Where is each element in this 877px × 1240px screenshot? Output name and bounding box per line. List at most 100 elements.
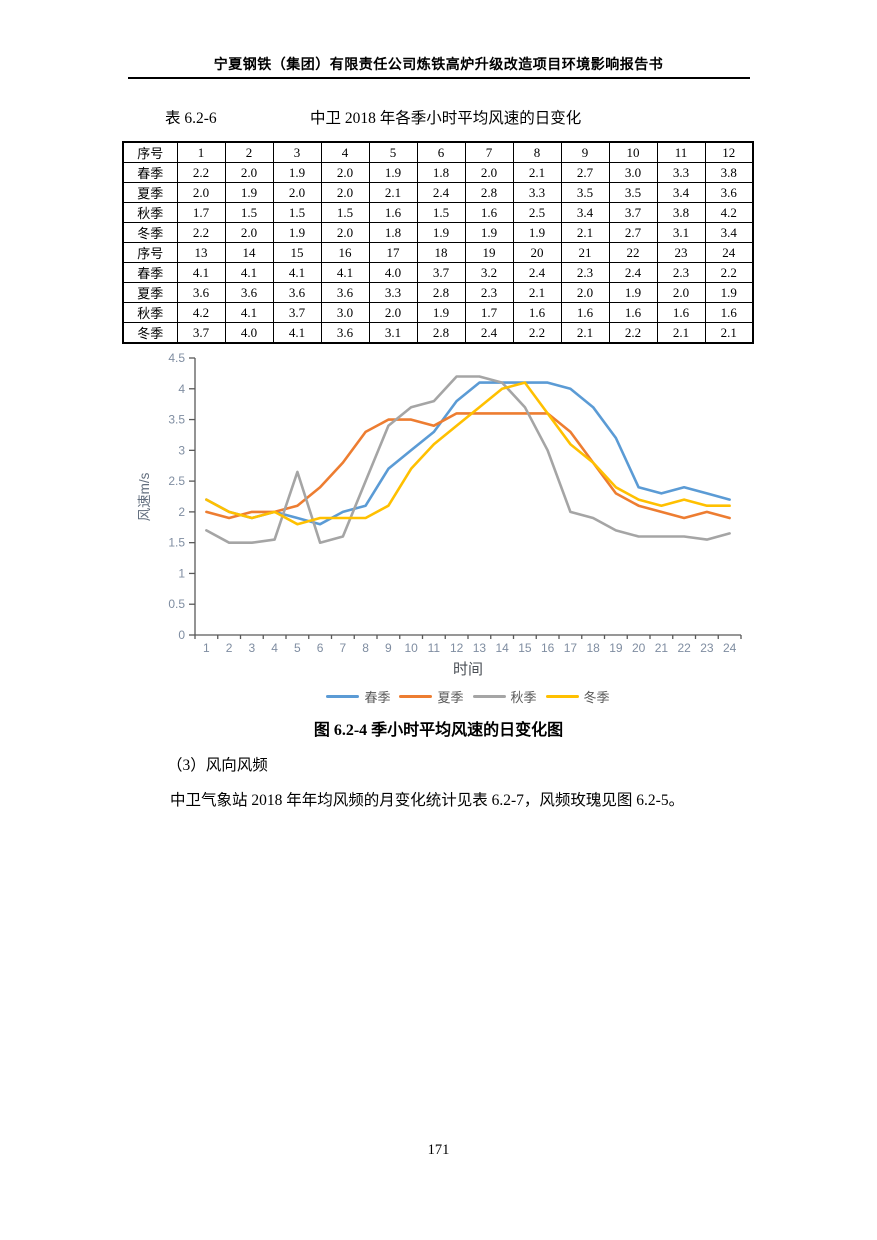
table-cell: 9 [560, 141, 610, 163]
table-cell: 3.0 [608, 162, 658, 183]
table-cell: 2.1 [656, 322, 706, 344]
table-cell: 1.8 [368, 222, 418, 243]
table-cell: 3.2 [464, 262, 514, 283]
table-cell: 1.9 [704, 282, 754, 303]
svg-text:3: 3 [178, 443, 185, 457]
series-line-3 [205, 381, 731, 526]
chart-legend: 春季 夏季 秋季 冬季 [195, 687, 741, 706]
table-cell: 2.0 [320, 162, 370, 183]
svg-text:2.5: 2.5 [168, 474, 185, 488]
table-row: 夏季 2.0 1.9 2.0 2.0 2.1 2.4 2.8 3.3 3.5 3.5 3.4 3.6 [122, 182, 754, 203]
table-cell: 2.0 [368, 302, 418, 323]
series-line-2 [205, 375, 731, 544]
table-cell: 3.3 [656, 162, 706, 183]
table-cell: 2.1 [512, 162, 562, 183]
table-row: 春季 4.1 4.1 4.1 4.1 4.0 3.7 3.2 2.4 2.3 2.4 2.3 2.2 [122, 262, 754, 283]
svg-text:7: 7 [340, 641, 347, 654]
table-cell: 3.3 [368, 282, 418, 303]
x-axis: 1 2 3 4 5 6 7 8 9 10 11 12 13 14 15 16 17 18 19 20 21 22 23 24 [194, 634, 742, 654]
table-cell: 2.0 [272, 182, 322, 203]
table-cell: 1.9 [512, 222, 562, 243]
legend-swatch [326, 694, 360, 699]
svg-text:1: 1 [178, 566, 185, 580]
section-heading: （3）风向风频 [167, 757, 268, 774]
table-cell: 2.7 [608, 222, 658, 243]
table-cell: 2.1 [560, 222, 610, 243]
table-cell: 2.0 [224, 222, 274, 243]
table-body: 序号 1 2 3 4 5 6 7 8 9 10 11 12 春季 2.2 2.0 1.9 2.0 1.9 1.8 2.0… [122, 141, 754, 344]
svg-text:6: 6 [317, 641, 324, 654]
table-cell: 1.7 [464, 302, 514, 323]
table-cell: 3.4 [704, 222, 754, 243]
table-cell: 1.9 [272, 222, 322, 243]
legend-swatch [399, 694, 433, 699]
table-cell: 24 [704, 242, 754, 263]
legend-label: 冬季 [583, 690, 610, 705]
table-cell: 21 [560, 242, 610, 263]
table-cell: 1.6 [560, 302, 610, 323]
table-cell: 3.8 [656, 202, 706, 223]
series-lines [205, 375, 731, 544]
legend-item: 春季 [326, 687, 390, 706]
wind-speed-table: 序号 1 2 3 4 5 6 7 8 9 10 11 12 春季 2.2 2.0 1.9 2.0 1.9 1.8 2.0… [122, 141, 754, 344]
table-cell: 4.1 [272, 322, 322, 344]
svg-text:3: 3 [249, 641, 256, 654]
table-cell: 1.9 [224, 182, 274, 203]
table-cell: 1.6 [656, 302, 706, 323]
table-cell: 2.2 [176, 222, 226, 243]
svg-text:19: 19 [609, 641, 623, 654]
table-row: 冬季 3.7 4.0 4.1 3.6 3.1 2.8 2.4 2.2 2.1 2.2 2.1 2.1 [122, 322, 754, 344]
body-paragraph: 中卫气象站 2018 年年均风频的月变化统计见表 6.2-7，风频玫瑰见图 6.… [170, 792, 685, 809]
table-cell: 7 [464, 141, 514, 163]
table-cell: 19 [464, 242, 514, 263]
table-cell: 2.8 [416, 322, 466, 344]
table-row: 秋季 1.7 1.5 1.5 1.5 1.6 1.5 1.6 2.5 3.4 3.7 3.8 4.2 [122, 202, 754, 223]
table-cell: 2.3 [656, 262, 706, 283]
table-cell: 3.6 [704, 182, 754, 203]
page-header: 宁夏钢铁（集团）有限责任公司炼铁高炉升级改造项目环境影响报告书 [213, 58, 664, 73]
table-cell: 2.2 [704, 262, 754, 283]
svg-text:21: 21 [655, 641, 669, 654]
table-cell: 序号 [122, 242, 178, 263]
table-cell: 2.4 [464, 322, 514, 344]
svg-text:9: 9 [385, 641, 392, 654]
y-axis-title: 风速m/s [137, 472, 152, 521]
table-cell: 1.6 [704, 302, 754, 323]
svg-text:0.5: 0.5 [168, 597, 185, 611]
table-cell: 3.6 [320, 282, 370, 303]
table-cell: 冬季 [122, 222, 178, 243]
table-cell: 1.6 [512, 302, 562, 323]
table-cell: 1.9 [272, 162, 322, 183]
svg-text:11: 11 [428, 641, 441, 654]
table-cell: 17 [368, 242, 418, 263]
table-cell: 3.7 [416, 262, 466, 283]
table-cell: 3.7 [608, 202, 658, 223]
table-cell: 3.7 [176, 322, 226, 344]
figure-caption: 图 6.2-4 季小时平均风速的日变化图 [313, 722, 564, 739]
table-cell: 10 [608, 141, 658, 163]
legend-item: 秋季 [472, 687, 537, 706]
table-cell: 3.1 [368, 322, 418, 344]
table-cell: 16 [320, 242, 370, 263]
table-cell: 1.9 [464, 222, 514, 243]
legend-label: 秋季 [510, 690, 537, 705]
table-cell: 11 [656, 141, 706, 163]
table-cell: 1.5 [272, 202, 322, 223]
table-cell: 8 [512, 141, 562, 163]
table-cell: 2.0 [320, 222, 370, 243]
table-cell: 3.8 [704, 162, 754, 183]
svg-text:24: 24 [723, 641, 737, 654]
svg-text:14: 14 [495, 641, 509, 654]
table-cell: 2.0 [464, 162, 514, 183]
table-cell: 2.0 [320, 182, 370, 203]
legend-label: 春季 [364, 690, 391, 705]
table-cell: 1.5 [416, 202, 466, 223]
svg-text:3.5: 3.5 [168, 413, 185, 427]
svg-text:15: 15 [518, 641, 532, 654]
table-cell: 夏季 [122, 182, 178, 203]
table-cell: 2.2 [512, 322, 562, 344]
table-cell: 1.9 [368, 162, 418, 183]
series-line-1 [205, 412, 731, 520]
table-cell: 1.5 [224, 202, 274, 223]
table-cell: 13 [176, 242, 226, 263]
